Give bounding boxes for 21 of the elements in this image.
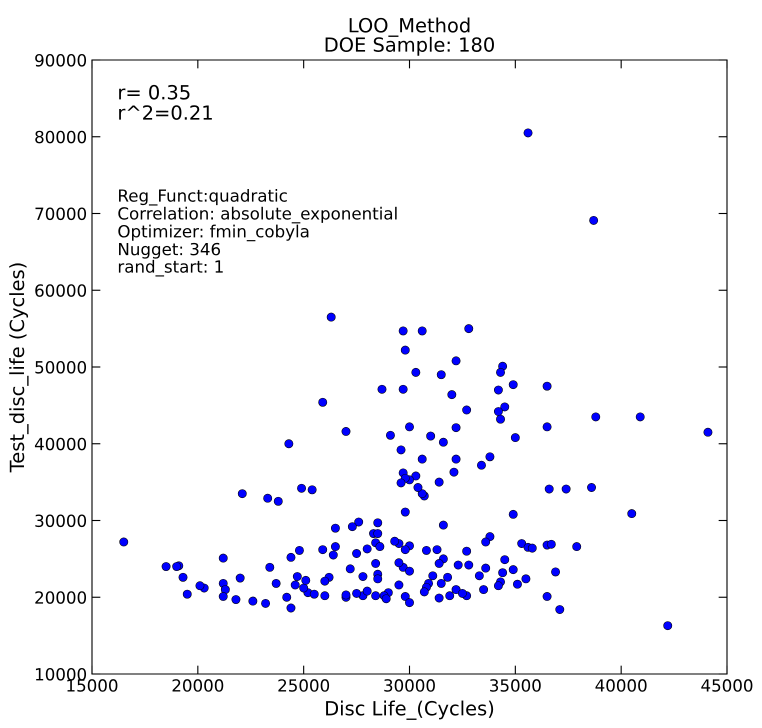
y-axis-title: Test_disc_life (Cycles) [9,263,29,472]
y-tick-label: 20000 [35,591,86,604]
annotation: Reg_Funct:quadratic Correlation: absolute_exponential Optimizer: fmin_cobyla Nugget: 346 rand_start: 1 [118,188,397,277]
x-tick-label: 40000 [595,679,647,692]
annotation: r= 0.35 r^2=0.21 [119,84,212,120]
y-tick-label: 40000 [34,438,86,450]
chart-title: LOO_Method DOE Sample: 180 [326,18,494,56]
y-tick-label: 50000 [35,360,86,374]
x-tick-label: 45000 [701,679,752,692]
y-tick-label: 80000 [35,130,86,144]
y-tick-label: 90000 [35,54,86,67]
y-tick-label: 70000 [35,207,86,220]
x-tick-label: 30000 [384,679,435,692]
x-axis-title: Disc Life_(Cycles) [326,700,494,720]
x-tick-label: 35000 [490,679,541,692]
x-tick-label: 15000 [67,679,118,692]
x-tick-label: 20000 [172,679,224,692]
y-tick-label: 60000 [35,284,86,297]
x-tick-label: 25000 [278,679,330,692]
y-tick-label: 30000 [35,514,86,528]
y-tick-label: 10000 [36,668,86,681]
